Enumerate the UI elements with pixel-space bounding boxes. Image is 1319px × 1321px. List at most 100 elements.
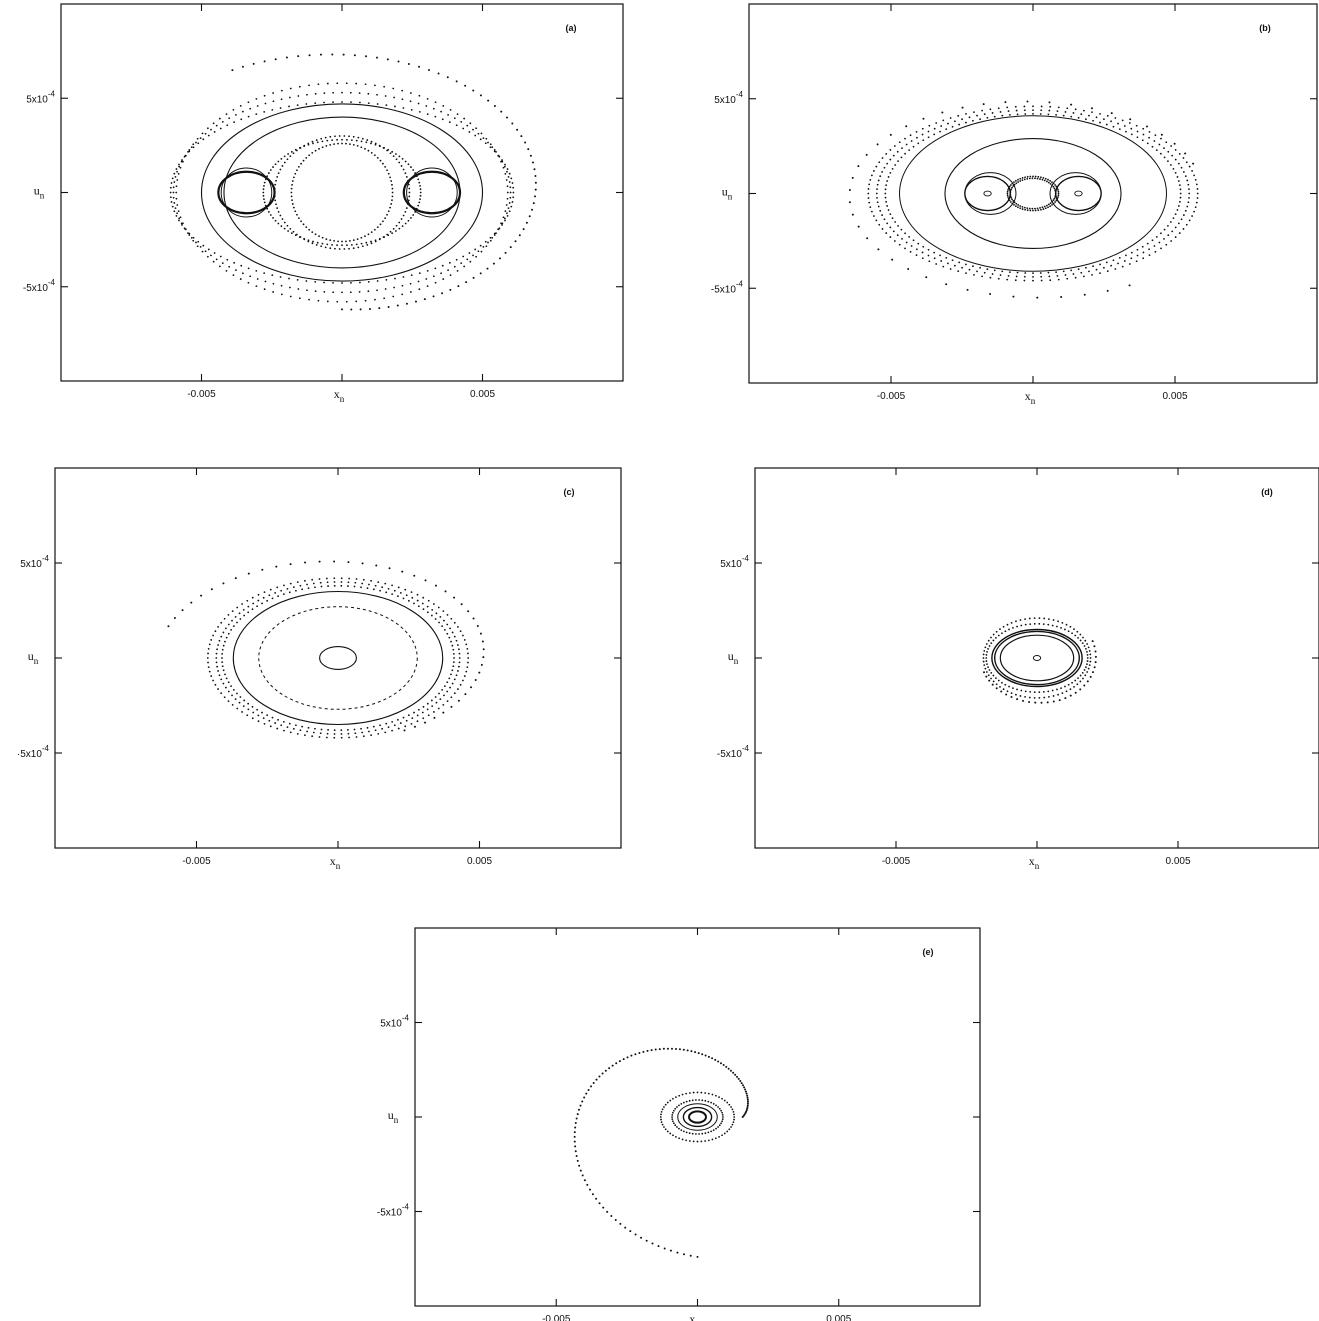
orbit-point xyxy=(316,141,319,144)
orbit-point xyxy=(1167,150,1170,153)
orbit-point xyxy=(1017,181,1020,183)
orbit-point xyxy=(370,240,372,243)
orbit-point xyxy=(1146,242,1149,245)
orbit-point xyxy=(1136,130,1139,133)
orbit-point xyxy=(1188,196,1190,199)
orbit-point xyxy=(1074,634,1077,637)
trajectory-point xyxy=(690,1050,693,1053)
orbit-point xyxy=(1178,200,1181,203)
orbit-point xyxy=(364,83,367,86)
orbit-point xyxy=(500,222,502,225)
orbit-point xyxy=(972,119,974,122)
orbit-point xyxy=(379,589,381,592)
orbit-point xyxy=(366,587,369,590)
trajectory-point xyxy=(737,1077,740,1080)
orbit-point xyxy=(264,280,267,283)
orbit-point xyxy=(263,94,266,97)
orbit-point xyxy=(332,101,334,104)
orbit-point xyxy=(222,669,225,672)
orbit-point xyxy=(698,1099,700,1101)
orbit-point xyxy=(696,1140,699,1143)
trajectory-point xyxy=(274,58,277,61)
orbit-point xyxy=(1163,228,1166,231)
trajectory-point xyxy=(995,687,998,690)
orbit-point xyxy=(197,240,200,243)
orbit-point xyxy=(1031,177,1034,180)
orbit-point xyxy=(418,201,421,204)
trajectory-point xyxy=(630,1054,633,1057)
trajectory-point xyxy=(598,1202,601,1205)
orbit-point xyxy=(696,1091,699,1094)
orbit-point xyxy=(386,169,388,172)
orbit-point xyxy=(370,579,372,582)
orbit-point xyxy=(1187,183,1190,186)
orbit-point xyxy=(373,154,376,157)
trajectory-point xyxy=(1092,671,1095,674)
orbit-point xyxy=(1023,109,1026,112)
orbit-point xyxy=(887,176,890,178)
orbit-point xyxy=(1106,270,1109,273)
trajectory-point xyxy=(1094,655,1097,658)
orbit-point xyxy=(495,232,497,235)
orbit-point xyxy=(1195,183,1198,186)
orbit-point xyxy=(418,288,421,291)
orbit-point xyxy=(501,224,503,226)
orbit-point xyxy=(272,166,274,168)
orbit-point xyxy=(213,131,216,133)
orbit-point xyxy=(1039,272,1042,274)
orbit-point xyxy=(236,692,238,695)
orbit-point xyxy=(1045,180,1048,183)
orbit-point xyxy=(247,281,250,284)
orbit-point xyxy=(721,1120,724,1123)
orbit-point xyxy=(1130,133,1133,136)
orbit-point xyxy=(357,136,360,139)
orbit-point xyxy=(510,205,513,208)
orbit-point xyxy=(979,266,981,269)
orbit-point xyxy=(660,1121,663,1124)
orbit-point xyxy=(306,583,308,586)
orbit-point xyxy=(241,603,243,605)
orbit-point xyxy=(479,138,482,141)
orbit-point xyxy=(1009,193,1012,196)
orbit-point xyxy=(297,288,300,290)
orbit-point xyxy=(227,632,230,635)
orbit-point xyxy=(187,150,189,153)
orbit-point xyxy=(1029,209,1032,212)
orbit-point xyxy=(1079,639,1082,642)
panel-label: (c) xyxy=(564,487,575,497)
orbit-point xyxy=(448,261,451,264)
x-tick-label: 0.005 xyxy=(1162,391,1187,402)
orbit-point xyxy=(1188,165,1191,168)
orbit-point xyxy=(457,644,459,646)
orbit-point xyxy=(334,135,336,138)
orbit-point xyxy=(718,1096,720,1099)
orbit-point xyxy=(219,255,222,258)
orbit-point xyxy=(1193,210,1196,213)
orbit-point xyxy=(434,267,437,270)
trajectory-point xyxy=(525,221,528,224)
trajectory-point xyxy=(697,1052,700,1055)
orbit-point xyxy=(933,127,936,130)
trajectory-point xyxy=(734,1073,737,1076)
orbit-point xyxy=(1169,164,1172,166)
orbit-point xyxy=(228,117,231,120)
orbit-point xyxy=(1081,642,1084,645)
orbit-point xyxy=(389,230,392,233)
orbit-point xyxy=(973,111,975,114)
orbit-point xyxy=(442,610,445,612)
orbit-point xyxy=(1054,190,1057,193)
orbit-point xyxy=(894,221,897,223)
trajectory-point xyxy=(414,300,417,303)
orbit-point xyxy=(450,673,452,676)
orbit-point xyxy=(1087,646,1090,649)
orbit-point xyxy=(1016,625,1018,628)
orbit-point xyxy=(251,596,254,599)
orbit-point xyxy=(1067,683,1070,686)
orbit-point xyxy=(477,132,480,135)
orbit-point xyxy=(280,98,283,101)
trajectory-point xyxy=(427,68,430,71)
orbit-point xyxy=(218,639,221,642)
orbit-point xyxy=(323,101,325,104)
orbit-point xyxy=(999,111,1002,113)
